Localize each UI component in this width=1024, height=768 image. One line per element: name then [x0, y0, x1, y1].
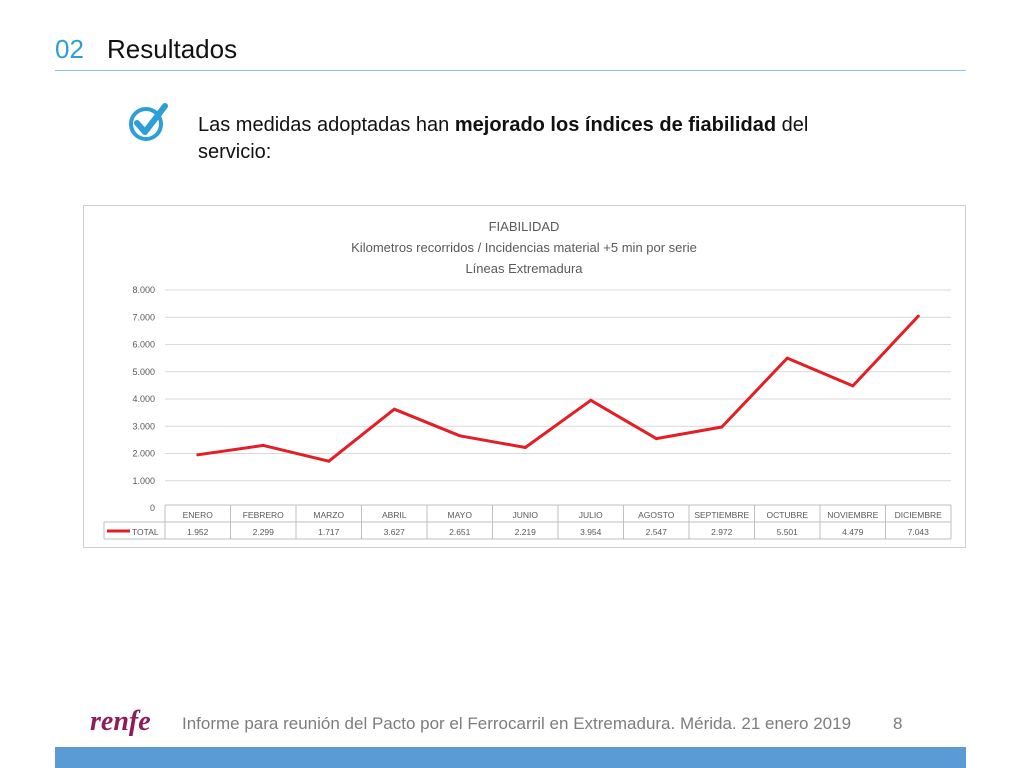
series-line-total	[197, 315, 920, 463]
data-label: 1.952	[187, 527, 209, 537]
y-tick-label: 1.000	[132, 476, 155, 486]
intro-text-before: Las medidas adoptadas han	[198, 114, 455, 136]
x-tick-label: FEBRERO	[243, 510, 284, 520]
data-point	[261, 443, 265, 447]
y-tick-label: 6.000	[132, 340, 155, 350]
intro-text-after: del servicio:	[198, 114, 809, 163]
x-tick-label: MAYO	[448, 510, 473, 520]
section-number: 02	[55, 34, 84, 64]
data-point	[654, 437, 658, 441]
data-label: 2.299	[253, 527, 275, 537]
x-tick-label: JUNIO	[513, 510, 539, 520]
legend-label: TOTAL	[132, 527, 159, 537]
x-tick-label: DICIEMBRE	[895, 510, 943, 520]
y-tick-label: 7.000	[132, 312, 155, 322]
data-label: 7.043	[908, 527, 930, 537]
y-tick-label: 4.000	[132, 394, 155, 404]
y-tick-label: 5.000	[132, 367, 155, 377]
data-point	[851, 384, 855, 388]
x-tick-label: SEPTIEMBRE	[694, 510, 749, 520]
y-tick-label: 0	[150, 503, 155, 513]
y-tick-label: 8.000	[132, 285, 155, 295]
slide-header: 02 Resultados	[55, 34, 237, 65]
x-tick-label: AGOSTO	[638, 510, 675, 520]
x-tick-label: JULIO	[579, 510, 603, 520]
renfe-logo-text: renfe	[90, 706, 151, 737]
chart-subtitle: Kilometros recorridos / Incidencias mate…	[351, 240, 697, 255]
footer-bar	[55, 747, 966, 768]
reliability-chart: FIABILIDAD Kilometros recorridos / Incid…	[83, 205, 966, 548]
data-point	[392, 407, 396, 411]
data-point	[589, 398, 593, 402]
header-divider	[55, 70, 966, 71]
x-tick-label: OCTUBRE	[766, 510, 808, 520]
data-label: 3.954	[580, 527, 602, 537]
data-point	[523, 446, 527, 449]
data-label: 5.501	[777, 527, 799, 537]
data-label: 4.479	[842, 527, 864, 537]
x-tick-label: NOVIEMBRE	[827, 510, 878, 520]
renfe-logo: renfe	[90, 706, 151, 737]
chart-canvas: FIABILIDAD Kilometros recorridos / Incid…	[103, 219, 952, 540]
data-label: 2.219	[515, 527, 537, 537]
page-title: Resultados	[107, 34, 238, 64]
chart-title: FIABILIDAD	[489, 219, 560, 234]
data-point	[785, 356, 789, 360]
data-label: 3.627	[384, 527, 406, 537]
footer-caption: Informe para reunión del Pacto por el Fe…	[182, 714, 852, 733]
data-point	[196, 453, 200, 457]
intro-text-bold: mejorado los índices de fiabilidad	[454, 114, 777, 136]
checkmark-circle-icon	[129, 103, 168, 141]
x-tick-label: MARZO	[313, 510, 344, 520]
x-tick-label: ENERO	[183, 510, 214, 520]
y-tick-label: 3.000	[132, 421, 155, 431]
data-point	[458, 434, 462, 438]
x-tick-label: ABRIL	[382, 510, 407, 520]
data-point	[720, 425, 724, 429]
data-label: 1.717	[318, 527, 340, 537]
data-label: 2.972	[711, 527, 733, 537]
intro-text: Las medidas adoptadas han mejorado los í…	[198, 112, 858, 166]
chart-subtitle-2: Líneas Extremadura	[465, 261, 583, 276]
data-label: 2.547	[646, 527, 668, 537]
data-point	[916, 314, 920, 318]
page-number: 8	[893, 714, 903, 733]
data-label: 2.651	[449, 527, 471, 537]
y-tick-label: 2.000	[132, 449, 155, 459]
data-point	[327, 459, 331, 463]
